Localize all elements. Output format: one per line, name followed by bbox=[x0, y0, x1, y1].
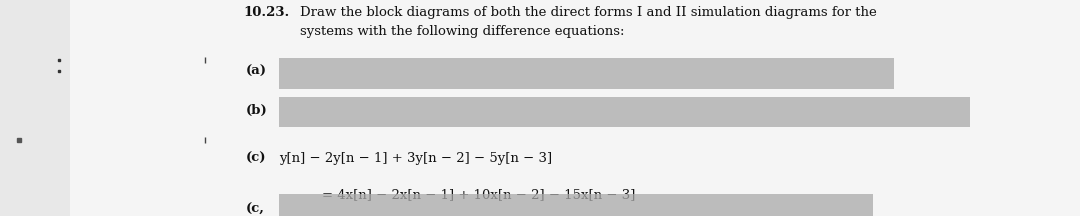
Bar bbox=[0, 0, 70, 216]
Text: (a): (a) bbox=[246, 65, 267, 78]
Text: = 4x[n] − 2x[n − 1] + 10x[n − 2] − 15x[n − 3]: = 4x[n] − 2x[n − 1] + 10x[n − 2] − 15x[n… bbox=[322, 188, 635, 201]
FancyBboxPatch shape bbox=[279, 97, 970, 127]
Text: y[n] − 2y[n − 1] + 3y[n − 2] − 5y[n − 3]: y[n] − 2y[n − 1] + 3y[n − 2] − 5y[n − 3] bbox=[279, 152, 552, 165]
Text: Draw the block diagrams of both the direct forms I and II simulation diagrams fo: Draw the block diagrams of both the dire… bbox=[300, 6, 877, 38]
Text: (c): (c) bbox=[246, 152, 267, 165]
Text: 10.23.: 10.23. bbox=[243, 6, 289, 19]
FancyBboxPatch shape bbox=[279, 194, 873, 216]
Text: (с,: (с, bbox=[246, 203, 265, 216]
FancyBboxPatch shape bbox=[279, 58, 894, 89]
Text: (b): (b) bbox=[246, 104, 268, 117]
